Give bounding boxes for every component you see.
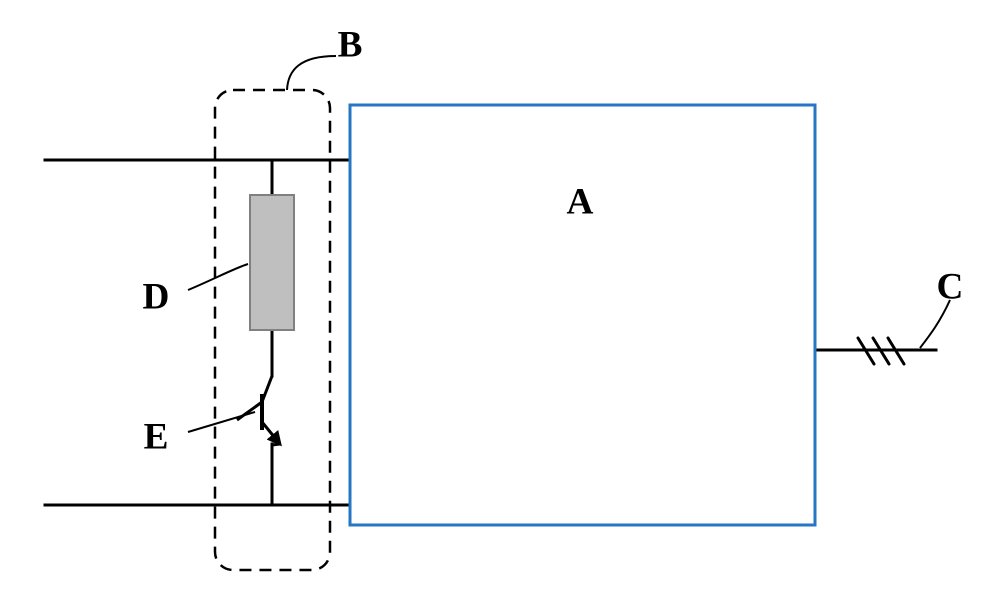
label-A: A [567,182,594,223]
block-A [350,105,815,525]
resistor-D [250,195,294,330]
transistor-emitter-join [272,444,280,445]
label-D: D [143,277,170,318]
label-B: B [338,25,363,66]
label-E: E [144,417,169,458]
label-C: C [937,267,964,308]
